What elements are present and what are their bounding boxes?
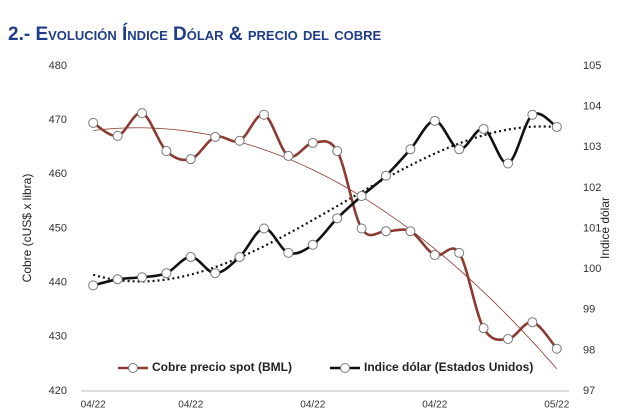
legend-marker: [128, 363, 138, 373]
data-point: [503, 158, 513, 169]
data-point: [88, 280, 99, 291]
data-point: [283, 150, 294, 161]
x-tick-label: 04/22: [422, 400, 447, 410]
y2-tick-label: 105: [583, 60, 601, 72]
data-point: [185, 251, 196, 262]
trend-line: [93, 127, 558, 370]
y2-tick-label: 97: [583, 385, 595, 397]
data-point: [332, 146, 343, 157]
data-point: [234, 251, 245, 262]
data-point: [405, 144, 416, 155]
y-tick-label: 420: [49, 385, 67, 397]
y-tick-label: 470: [49, 114, 67, 126]
x-tick-label: 05/22: [544, 400, 569, 410]
data-point: [356, 191, 367, 201]
y2-tick-label: 100: [583, 263, 601, 275]
data-point: [259, 223, 269, 234]
y-tick-label: 480: [49, 60, 67, 72]
x-tick-label: 04/22: [300, 400, 325, 410]
data-point: [405, 226, 416, 237]
y2-tick-label: 103: [583, 141, 601, 153]
data-point: [112, 130, 123, 141]
y-tick-label: 440: [49, 277, 67, 289]
y-tick-label: 430: [49, 331, 67, 343]
legend-marker: [340, 363, 350, 373]
data-point: [454, 247, 465, 258]
trend-line: [92, 125, 557, 283]
data-point: [283, 247, 294, 258]
data-point: [527, 109, 538, 120]
data-point: [210, 268, 221, 279]
y2-tick-label: 98: [583, 344, 595, 356]
data-point: [503, 334, 513, 344]
y2-tick-label: 99: [583, 304, 595, 316]
data-point: [259, 109, 269, 120]
data-point: [137, 108, 147, 119]
chart-title: 2.- Evolución Índice Dólar & precio del …: [8, 23, 382, 45]
y-tick-label: 450: [49, 222, 67, 234]
y2-tick-label: 104: [583, 101, 601, 113]
data-point: [381, 226, 391, 237]
data-point: [527, 317, 538, 328]
data-point: [381, 170, 391, 181]
legend-label: Indice dólar (Estados Unidos): [364, 360, 533, 374]
data-point: [112, 274, 123, 285]
data-point: [234, 135, 245, 146]
x-tick-label: 04/22: [81, 400, 106, 410]
data-point: [210, 131, 221, 142]
y2-axis-label: Indice dólar: [598, 197, 612, 259]
data-point: [332, 213, 343, 224]
data-point: [161, 268, 172, 279]
data-point: [551, 343, 562, 354]
data-point: [429, 250, 440, 261]
y-axis-label: Cobre (cUS$ x libra): [20, 174, 34, 283]
legend-label: Cobre precio spot (BML): [152, 360, 292, 374]
series-line: [92, 112, 558, 287]
y2-tick-label: 101: [583, 222, 601, 234]
data-point: [551, 121, 562, 132]
data-point: [478, 123, 489, 134]
data-point: [137, 272, 147, 283]
data-point: [356, 223, 367, 234]
data-point: [307, 137, 318, 148]
data-point: [454, 144, 465, 155]
x-tick-label: 04/22: [178, 400, 203, 410]
data-point: [429, 115, 440, 126]
data-point: [88, 117, 99, 128]
y-tick-label: 460: [49, 168, 67, 180]
data-point: [307, 239, 318, 250]
data-point: [478, 323, 489, 334]
data-point: [161, 146, 172, 157]
data-point: [185, 154, 196, 165]
y2-tick-label: 102: [583, 182, 601, 194]
